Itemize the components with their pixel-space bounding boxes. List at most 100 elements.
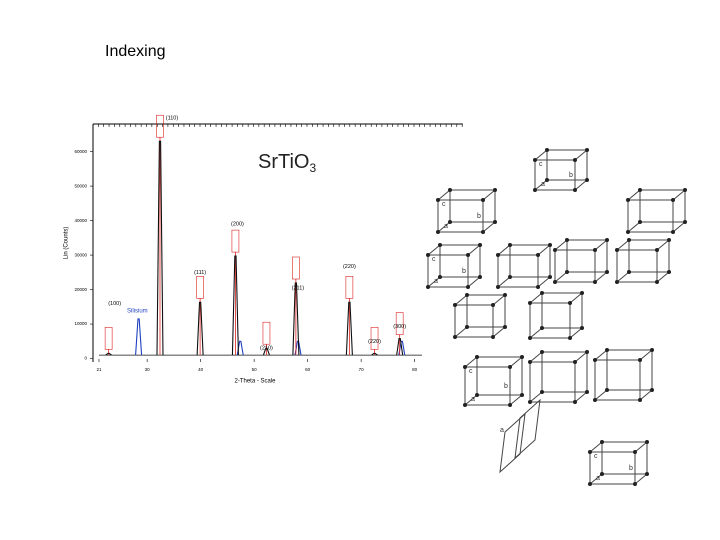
cell-edge xyxy=(634,473,648,485)
peak-label: (300) xyxy=(393,324,406,330)
axis-letter: b xyxy=(477,213,481,220)
y-axis-label: Lin (Counts) xyxy=(64,227,70,260)
cell-edge xyxy=(464,394,478,406)
lattice-cell: a b c xyxy=(588,440,649,486)
peak xyxy=(262,347,270,356)
atom xyxy=(667,270,671,274)
atom xyxy=(478,243,482,247)
cell-edge xyxy=(534,149,548,161)
atom xyxy=(466,285,470,289)
atom xyxy=(627,270,631,274)
atom xyxy=(588,450,592,454)
peak-label: (100) xyxy=(108,301,121,307)
atom xyxy=(448,188,452,192)
atom xyxy=(580,326,584,330)
lattice-cell xyxy=(626,188,687,234)
cell-edge xyxy=(656,239,670,251)
x-tick-label: 80 xyxy=(412,367,418,372)
atom xyxy=(627,238,631,242)
cell-edge xyxy=(534,179,548,191)
atom xyxy=(540,350,544,354)
atom xyxy=(573,360,577,364)
atom xyxy=(638,358,642,362)
lattice-cell: a b c xyxy=(533,148,589,192)
peak-label: (111) xyxy=(194,270,206,276)
atom xyxy=(493,188,497,192)
atom xyxy=(528,301,532,305)
y-tick-label: 0 xyxy=(84,356,87,361)
atom xyxy=(568,336,572,340)
cell-edge xyxy=(497,276,511,288)
atom xyxy=(650,348,654,352)
axis-letter: c xyxy=(469,368,473,375)
rhombo-cell xyxy=(499,412,526,474)
atom xyxy=(605,348,609,352)
cell-edge xyxy=(574,391,588,403)
atom xyxy=(528,336,532,340)
cell-edge xyxy=(467,244,481,256)
atom xyxy=(436,198,440,202)
atom xyxy=(633,450,637,454)
atom xyxy=(426,285,430,289)
atom xyxy=(650,388,654,392)
axis-letter: a xyxy=(500,427,504,434)
atom xyxy=(626,198,630,202)
atom xyxy=(605,238,609,242)
cell-edge xyxy=(656,271,670,283)
atom xyxy=(508,403,512,407)
atom xyxy=(645,472,649,476)
peak xyxy=(396,337,404,356)
lattice-cell xyxy=(553,238,609,284)
axis-letter: b xyxy=(462,268,466,275)
cell-edge xyxy=(437,189,451,201)
atom xyxy=(536,285,540,289)
cell-edge xyxy=(492,326,506,338)
atom xyxy=(426,253,430,257)
atom xyxy=(605,270,609,274)
atom xyxy=(466,253,470,257)
atom xyxy=(615,248,619,252)
atom xyxy=(600,472,604,476)
atom xyxy=(545,178,549,182)
atom xyxy=(438,243,442,247)
reference-box xyxy=(345,276,354,299)
y-tick-label: 10000 xyxy=(74,321,87,326)
cell-edge xyxy=(467,276,481,288)
cell-edge xyxy=(482,221,496,233)
atom xyxy=(671,198,675,202)
lattice-cell: a b c xyxy=(426,243,482,289)
reference-box xyxy=(231,229,240,253)
lattice-cell: a b c xyxy=(436,188,497,234)
cell-edge xyxy=(672,189,686,201)
atom xyxy=(638,188,642,192)
x-tick-label: 40 xyxy=(198,367,204,372)
cell-edge xyxy=(497,244,511,256)
overlay xyxy=(422,128,720,540)
lattice-cell xyxy=(615,238,671,284)
peak xyxy=(371,352,378,356)
atom xyxy=(540,291,544,295)
atom xyxy=(600,440,604,444)
cell-edge xyxy=(454,294,468,306)
atom xyxy=(548,275,552,279)
atom xyxy=(436,230,440,234)
axis-letter: b xyxy=(569,172,573,179)
atom xyxy=(585,350,589,354)
atom xyxy=(465,293,469,297)
axis-letter: a xyxy=(596,475,600,482)
axis-letter: a xyxy=(471,396,475,403)
axis-letter: a xyxy=(541,181,545,188)
atom xyxy=(508,365,512,369)
atom xyxy=(448,220,452,224)
atom xyxy=(536,253,540,257)
lattice-cell xyxy=(528,350,589,404)
atom xyxy=(580,291,584,295)
atom xyxy=(496,253,500,257)
cell-edge xyxy=(627,221,641,233)
cell-edge xyxy=(569,327,583,339)
atom xyxy=(573,158,577,162)
lattice-cell: a b c xyxy=(463,355,524,407)
cell-edge xyxy=(616,239,630,251)
atom xyxy=(491,335,495,339)
atom xyxy=(605,388,609,392)
